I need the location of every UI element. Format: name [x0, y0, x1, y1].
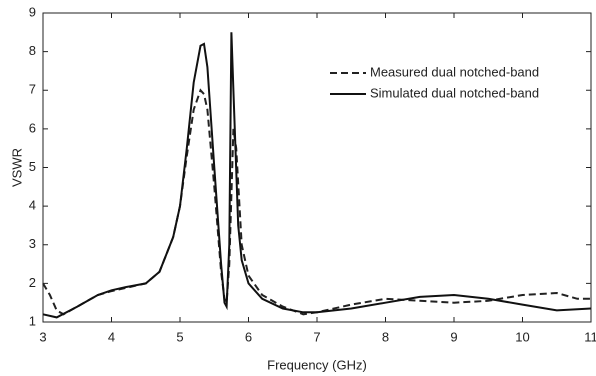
y-tick-label: 8 — [29, 43, 36, 58]
x-tick-label: 3 — [39, 329, 46, 344]
x-tick-label: 5 — [176, 329, 183, 344]
y-tick-label: 9 — [29, 4, 36, 19]
y-tick-label: 4 — [29, 198, 36, 213]
x-tick-label: 9 — [450, 329, 457, 344]
y-tick-label: 3 — [29, 236, 36, 251]
y-tick-label: 7 — [29, 82, 36, 97]
y-tick-label: 1 — [29, 313, 36, 328]
legend-label: Measured dual notched-band — [370, 64, 539, 79]
y-tick-label: 2 — [29, 275, 36, 290]
x-tick-label: 10 — [515, 329, 529, 344]
x-tick-label: 11 — [584, 329, 596, 344]
legend-label: Simulated dual notched-band — [370, 85, 539, 100]
y-axis-label: VSWR — [9, 148, 24, 187]
y-tick-label: 6 — [29, 120, 36, 135]
series-line — [42, 32, 592, 319]
x-tick-label: 8 — [382, 329, 389, 344]
y-tick-label: 5 — [29, 159, 36, 174]
plot-area — [42, 12, 592, 323]
x-tick-label: 7 — [313, 329, 320, 344]
x-axis-label: Frequency (GHz) — [267, 357, 367, 372]
x-tick-label: 6 — [245, 329, 252, 344]
x-tick-label: 4 — [108, 329, 115, 344]
